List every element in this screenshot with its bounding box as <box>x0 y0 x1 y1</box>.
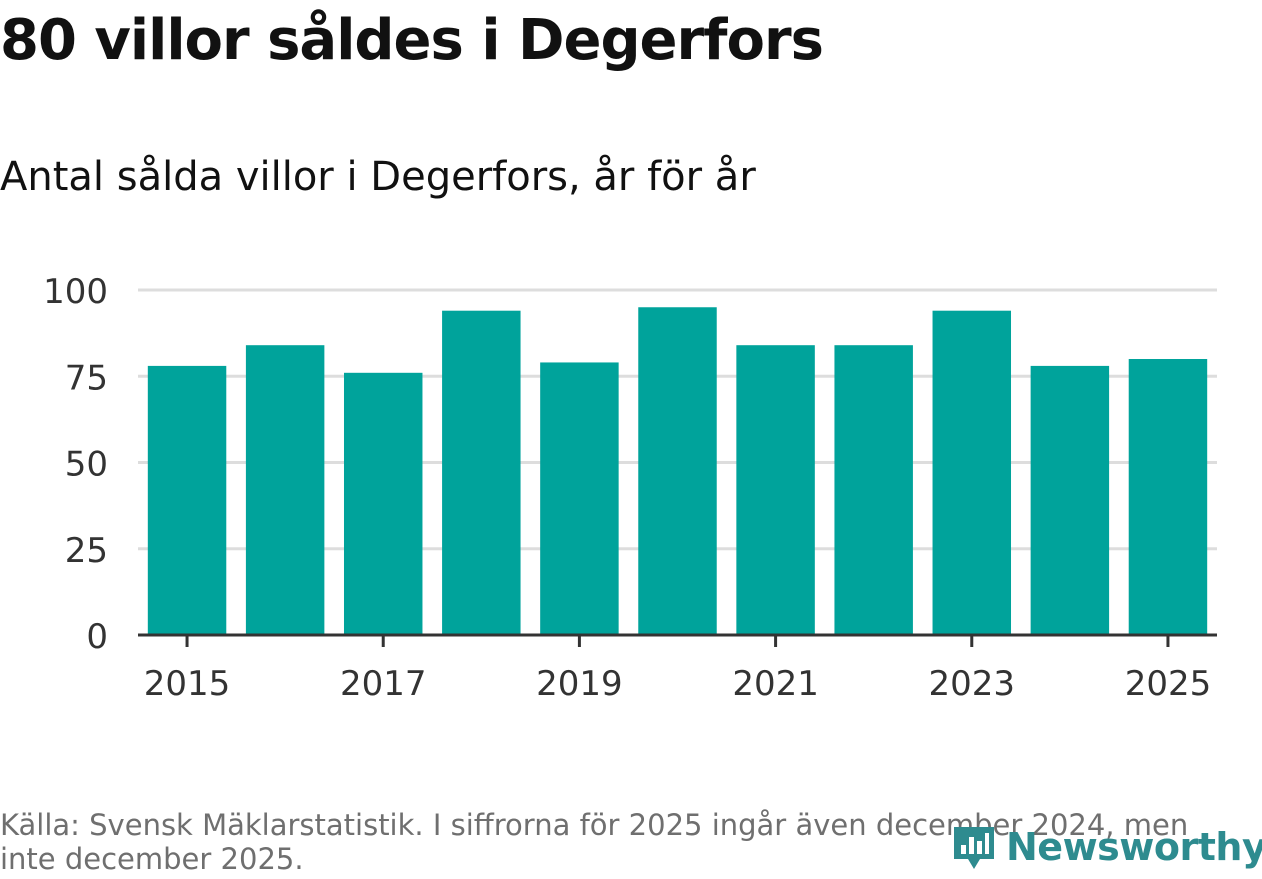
y-tick-label: 75 <box>65 358 108 398</box>
bar-2015 <box>147 365 227 635</box>
chart-subtitle: Antal sålda villor i Degerfors, år för å… <box>0 154 756 200</box>
y-axis-ticks: 0 25 50 75 100 <box>43 272 108 657</box>
x-tick-label: 2019 <box>536 664 623 704</box>
x-tick-label: 2025 <box>1125 664 1212 704</box>
bar-2024 <box>1030 365 1110 635</box>
x-tick-label: 2015 <box>144 664 231 704</box>
bar-2023 <box>932 310 1012 635</box>
bars <box>147 307 1208 635</box>
bar-2020 <box>638 307 717 635</box>
x-axis-ticks: 2015 2017 2019 2021 2023 2025 <box>144 635 1211 704</box>
newsworthy-logo-text: Newsworthy <box>1006 825 1262 869</box>
source-note: Källa: Svensk Mäklarstatistik. I siffror… <box>0 808 1189 876</box>
newsworthy-logo: Newsworthy <box>950 816 1262 878</box>
newsworthy-logo-icon <box>954 827 994 869</box>
bar-2018 <box>442 310 521 635</box>
bar-2025 <box>1128 359 1208 635</box>
y-tick-label: 50 <box>65 445 108 485</box>
bar-2022 <box>834 345 913 635</box>
x-tick-label: 2017 <box>340 664 427 704</box>
bar-chart: 0 25 50 75 100 2015 2017 2019 2021 2023 2025 <box>43 272 1217 704</box>
x-tick-label: 2023 <box>929 664 1016 704</box>
bar-2021 <box>736 345 815 635</box>
bar-2019 <box>540 362 619 635</box>
y-tick-label: 25 <box>65 531 108 571</box>
bar-2016 <box>245 345 325 635</box>
y-tick-label: 100 <box>43 272 108 312</box>
chart-title: 80 villor såldes i Degerfors <box>0 8 824 73</box>
y-tick-label: 0 <box>86 617 108 657</box>
bar-2017 <box>343 372 423 635</box>
x-tick-label: 2021 <box>732 664 819 704</box>
